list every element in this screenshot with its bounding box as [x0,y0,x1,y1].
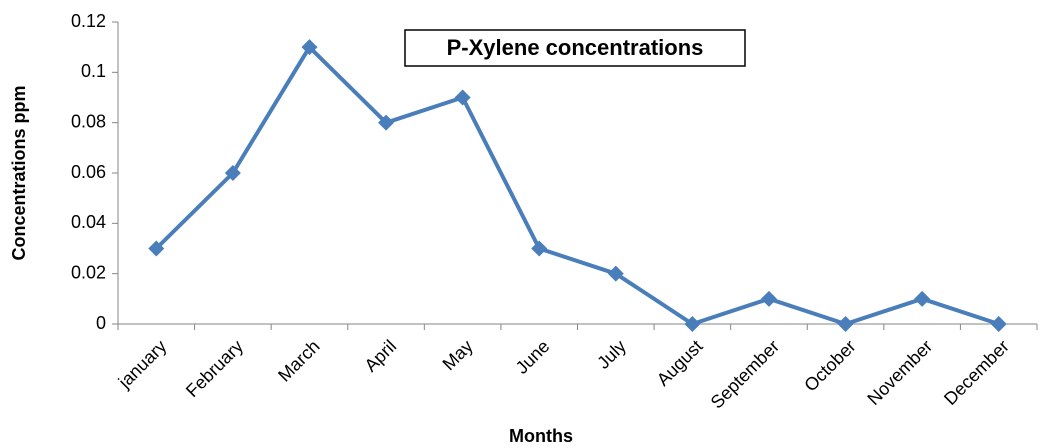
title-box [404,29,746,67]
marker [531,240,548,257]
marker [607,265,624,282]
y-tick-label: 0.04 [71,212,106,232]
marker [454,89,471,106]
marker [914,290,931,307]
y-tick-label: 0.08 [71,111,106,131]
y-tick-label: 0.1 [81,61,106,81]
y-tick-label: 0.06 [71,162,106,182]
y-tick-label: 0.02 [71,262,106,282]
marker [378,114,395,131]
x-tick-label: September [707,336,783,412]
marker [760,290,777,307]
x-tick-label: March [274,336,324,386]
x-tick-label: June [512,336,554,378]
x-tick-label: August [653,336,707,390]
x-tick-label: February [182,336,247,401]
x-tick-label: january [114,336,171,393]
y-tick-label: 0.12 [71,11,106,31]
line [154,45,1000,326]
y-axis-label: Concentrations ppm [9,85,29,260]
marker [301,39,318,56]
marker [148,240,165,257]
x-tick-label: November [863,336,936,409]
marker [990,316,1007,332]
marker [837,316,854,332]
x-tick-label: July [593,336,630,373]
x-tick-label: May [439,336,477,374]
y-tick-label: 0 [96,313,106,333]
chart-title: P-Xylene concentrations [447,35,704,60]
marker [224,165,241,181]
x-tick-label: April [361,336,401,376]
marker [684,316,701,332]
x-axis-label: Months [509,426,573,446]
x-tick-label: October [800,336,859,395]
x-tick-label: December [940,336,1013,409]
